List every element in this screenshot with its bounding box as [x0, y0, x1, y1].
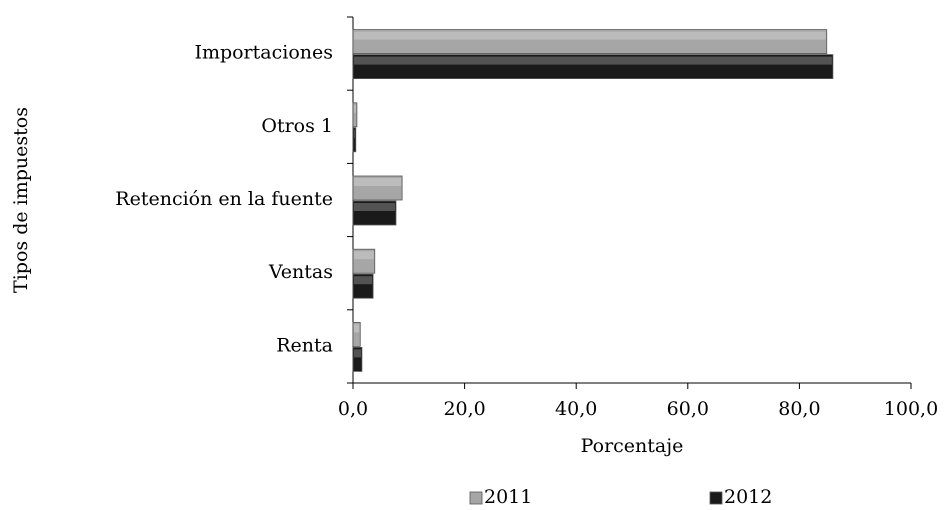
- y-tick-label: Retención en la fuente: [115, 188, 333, 210]
- bar: [352, 273, 374, 299]
- legend-label: 2011: [484, 486, 532, 508]
- bar-highlight: [354, 251, 374, 260]
- bar: [352, 175, 403, 201]
- legend-label: 2012: [724, 486, 772, 508]
- x-tick-label: 0,0: [338, 398, 368, 420]
- bar-highlight: [354, 31, 826, 40]
- bar-highlight: [354, 203, 395, 211]
- bar-highlight: [354, 324, 360, 333]
- y-tick-label: Renta: [276, 334, 333, 356]
- bar-highlight: [354, 129, 355, 138]
- x-tick-label: 80,0: [778, 398, 820, 420]
- y-tick-label: Importaciones: [194, 42, 333, 64]
- legend-swatch: [469, 491, 483, 505]
- y-tick-label: Otros 1: [261, 115, 333, 137]
- bar-highlight: [354, 276, 373, 285]
- bar: [352, 321, 361, 347]
- bar: [352, 127, 357, 153]
- bar: [352, 248, 376, 274]
- bar-highlight: [354, 104, 356, 113]
- x-tick-label: 100,0: [884, 398, 938, 420]
- bar: [352, 102, 358, 128]
- bar: [352, 200, 397, 226]
- bar: [352, 54, 834, 79]
- x-tick-label: 40,0: [555, 398, 597, 420]
- bar: [352, 29, 828, 55]
- x-tick-label: 60,0: [667, 398, 709, 420]
- y-tick-label: Ventas: [268, 261, 333, 283]
- bar-highlight: [354, 178, 402, 186]
- y-axis-label: Tipos de impuestos: [10, 107, 32, 293]
- legend-swatch: [709, 491, 723, 505]
- x-tick-label: 20,0: [443, 398, 485, 420]
- bar-highlight: [354, 56, 832, 65]
- bar-highlight: [354, 349, 361, 358]
- bar: [352, 346, 363, 372]
- x-axis-label: Porcentaje: [581, 435, 684, 457]
